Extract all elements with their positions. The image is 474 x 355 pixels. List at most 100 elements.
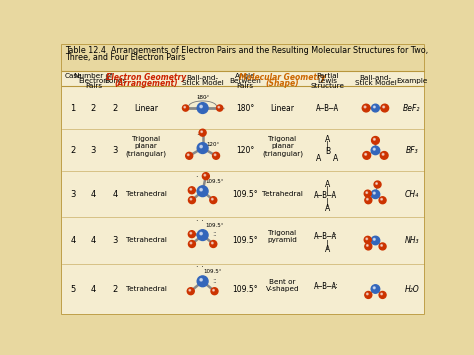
- Text: 109.5°: 109.5°: [232, 190, 258, 199]
- Circle shape: [376, 183, 377, 184]
- Text: 4: 4: [112, 190, 118, 199]
- Text: CH₄: CH₄: [405, 190, 419, 199]
- Text: 3: 3: [71, 190, 76, 199]
- Text: A—B—A: A—B—A: [316, 104, 339, 113]
- Circle shape: [366, 293, 368, 295]
- Text: 180°: 180°: [236, 104, 255, 113]
- Text: A: A: [316, 154, 321, 163]
- Circle shape: [366, 198, 368, 200]
- Text: |: |: [326, 240, 328, 249]
- Circle shape: [372, 104, 379, 112]
- Text: Example: Example: [396, 78, 428, 84]
- Text: 109.5°: 109.5°: [206, 223, 224, 228]
- Circle shape: [379, 197, 386, 204]
- Circle shape: [211, 288, 218, 295]
- Circle shape: [371, 236, 380, 245]
- Text: 3: 3: [91, 146, 96, 155]
- Circle shape: [186, 152, 193, 159]
- Text: A: A: [325, 245, 330, 254]
- Text: Table 12.4  Arrangements of Electron Pairs and the Resulting Molecular Structure: Table 12.4 Arrangements of Electron Pair…: [65, 47, 428, 55]
- Text: Tetrahedral: Tetrahedral: [262, 191, 303, 197]
- Circle shape: [380, 152, 388, 159]
- Text: Stick Model: Stick Model: [355, 80, 396, 86]
- Circle shape: [362, 104, 370, 112]
- Circle shape: [365, 153, 366, 155]
- Text: 2: 2: [112, 104, 118, 113]
- Circle shape: [381, 245, 383, 246]
- Text: Pairs: Pairs: [237, 83, 254, 89]
- Text: 180°: 180°: [196, 95, 209, 100]
- Text: 109.5°: 109.5°: [232, 284, 258, 294]
- Circle shape: [187, 154, 189, 155]
- Text: Three, and Four Electron Pairs: Three, and Four Electron Pairs: [65, 53, 186, 62]
- Circle shape: [365, 291, 372, 299]
- Text: 2: 2: [112, 284, 118, 294]
- Circle shape: [381, 104, 389, 112]
- Text: 4: 4: [91, 236, 96, 245]
- Circle shape: [374, 148, 375, 150]
- Text: 5: 5: [71, 284, 76, 294]
- Text: Angle: Angle: [235, 73, 255, 80]
- FancyBboxPatch shape: [62, 71, 424, 313]
- Text: A: A: [325, 204, 330, 213]
- Circle shape: [200, 146, 202, 148]
- Circle shape: [371, 146, 380, 155]
- Circle shape: [374, 106, 375, 108]
- Circle shape: [210, 197, 217, 203]
- Circle shape: [381, 293, 383, 295]
- Text: 4: 4: [91, 190, 96, 199]
- Text: A—B—A: A—B—A: [314, 282, 337, 291]
- Text: A: A: [325, 135, 330, 144]
- Circle shape: [364, 190, 371, 197]
- Text: Electron Geometry: Electron Geometry: [106, 73, 186, 82]
- Text: 120°: 120°: [207, 142, 220, 147]
- Circle shape: [190, 198, 191, 200]
- Text: Stick Model: Stick Model: [182, 80, 224, 86]
- Circle shape: [202, 173, 210, 180]
- Text: 3: 3: [112, 236, 118, 245]
- Text: Tetrahedral: Tetrahedral: [126, 237, 166, 244]
- Text: Trigonal
planar
(triangular): Trigonal planar (triangular): [126, 136, 166, 157]
- Circle shape: [213, 289, 214, 291]
- Text: H₂O: H₂O: [404, 284, 419, 294]
- Text: Bonds: Bonds: [104, 78, 126, 84]
- Circle shape: [366, 245, 368, 246]
- Circle shape: [363, 152, 371, 159]
- Text: NH₃: NH₃: [405, 236, 419, 245]
- Text: Tetrahedral: Tetrahedral: [126, 191, 166, 197]
- Text: Tetrahedral: Tetrahedral: [126, 286, 166, 292]
- Text: (Arrangement): (Arrangement): [114, 79, 178, 88]
- Text: A: A: [333, 154, 338, 163]
- Text: A: A: [325, 180, 330, 189]
- Text: Number of: Number of: [74, 73, 112, 80]
- Circle shape: [379, 243, 386, 250]
- Text: · ·: · ·: [197, 131, 205, 140]
- Text: · ·: · ·: [196, 263, 203, 272]
- Text: 120°: 120°: [236, 146, 255, 155]
- Text: Lewis: Lewis: [318, 78, 337, 84]
- Circle shape: [188, 187, 195, 194]
- Text: A—B—A: A—B—A: [314, 191, 337, 200]
- Circle shape: [197, 230, 208, 240]
- Circle shape: [182, 105, 189, 111]
- Text: BeF₂: BeF₂: [403, 104, 420, 113]
- Circle shape: [204, 174, 206, 176]
- Text: Structure: Structure: [310, 83, 345, 89]
- Text: 109.5°: 109.5°: [232, 236, 258, 245]
- Circle shape: [188, 231, 195, 237]
- Circle shape: [371, 190, 380, 198]
- Circle shape: [217, 105, 223, 111]
- Text: B: B: [325, 147, 330, 157]
- Text: |: |: [326, 186, 328, 195]
- Circle shape: [374, 192, 375, 194]
- Text: Pairs: Pairs: [85, 83, 102, 89]
- Text: · ·: · ·: [196, 173, 203, 182]
- Circle shape: [365, 243, 372, 250]
- Circle shape: [199, 129, 206, 136]
- Circle shape: [212, 152, 219, 159]
- Circle shape: [383, 106, 384, 108]
- Text: Partial: Partial: [316, 73, 339, 80]
- Circle shape: [365, 197, 372, 204]
- Text: |: |: [326, 198, 328, 207]
- Circle shape: [197, 103, 208, 114]
